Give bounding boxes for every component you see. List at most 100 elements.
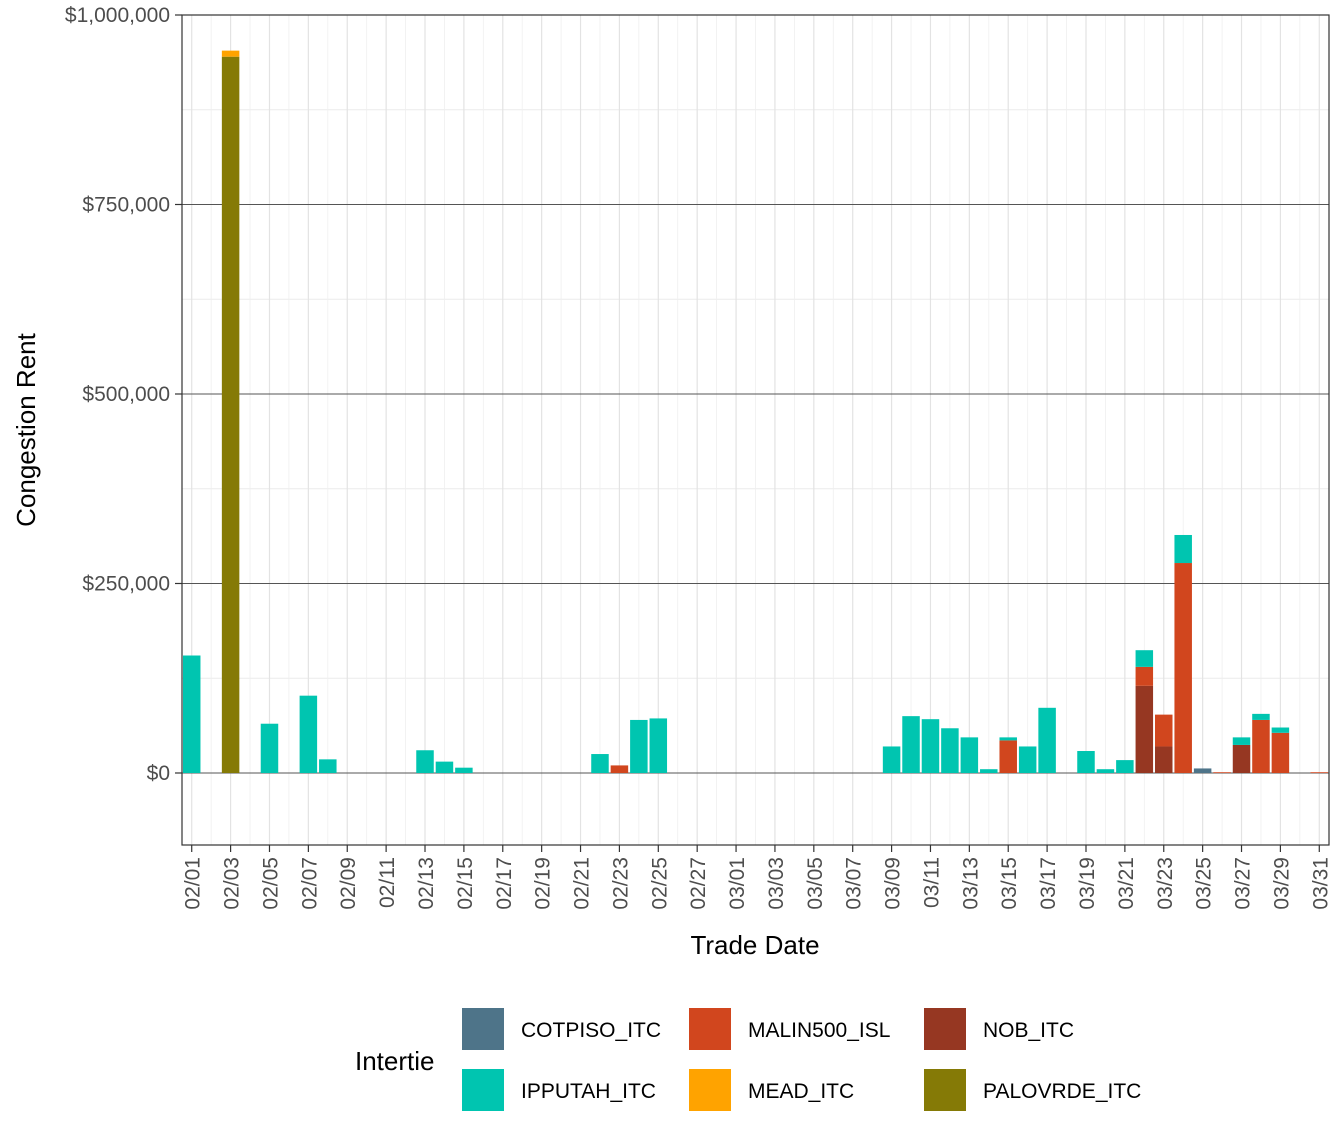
bar-malin500-isl-03-28 (1252, 719, 1270, 773)
legend: Intertie COTPISO_ITC IPPUTAH_ITC MALIN500_… (355, 1008, 1141, 1111)
x-tick-label: 02/21 (571, 857, 594, 910)
legend-key-ipputah-itc (462, 1069, 504, 1111)
x-tick-label: 02/11 (376, 857, 399, 908)
bar-malin500-isl-03-31 (1310, 772, 1329, 774)
bar-ipputah-itc-02-22 (591, 754, 609, 773)
legend-label: NOB_ITC (983, 1019, 1074, 1042)
bar-ipputah-itc-02-05 (260, 723, 279, 773)
legend-label: MALIN500_ISL (748, 1019, 890, 1042)
y-axis-title: Congestion Rent (11, 332, 41, 526)
bar-mead-itc-02-03 (221, 50, 240, 57)
x-tick-label: 02/25 (648, 857, 671, 910)
bar-ipputah-itc-03-11 (921, 719, 940, 773)
x-tick-label: 03/13 (959, 857, 982, 910)
x-tick-label: 03/17 (1037, 857, 1060, 910)
legend-title: Intertie (355, 1046, 435, 1076)
legend-key-cotpiso-itc (462, 1008, 504, 1050)
x-tick-label: 03/01 (726, 857, 749, 910)
y-tick-label: $250,000 (82, 572, 170, 595)
legend-key-malin500-isl (689, 1008, 731, 1050)
x-tick-label: 03/31 (1309, 857, 1332, 910)
bar-ipputah-itc-03-29 (1271, 727, 1290, 733)
bar-ipputah-itc-02-15 (455, 767, 473, 773)
x-axis-title: Trade Date (690, 930, 819, 960)
bar-ipputah-itc-03-14 (980, 769, 998, 773)
legend-label: MEAD_ITC (748, 1080, 854, 1103)
y-tick-label: $0 (147, 762, 170, 785)
x-tick-label: 02/09 (337, 857, 360, 910)
bar-ipputah-itc-03-28 (1252, 713, 1270, 720)
bar-ipputah-itc-03-09 (882, 746, 901, 773)
bar-ipputah-itc-02-01 (182, 655, 201, 773)
x-tick-label: 03/11 (920, 857, 943, 908)
x-tick-label: 02/01 (182, 857, 205, 910)
bar-malin500-isl-03-29 (1271, 732, 1290, 773)
x-tick-label: 03/27 (1232, 857, 1255, 910)
bar-nob-itc-03-27 (1232, 744, 1251, 773)
x-axis: 02/01 02/03 02/05 02/07 02/09 02/11 02/13 02/15… (182, 845, 1332, 910)
x-tick-label: 03/03 (765, 857, 788, 910)
x-tick-label: 02/13 (415, 857, 438, 910)
bar-palovrde-itc-02-03 (221, 56, 240, 773)
x-tick-label: 02/05 (259, 857, 282, 910)
bar-ipputah-itc-03-22 (1135, 650, 1154, 667)
bar-malin500-isl-03-22 (1135, 666, 1154, 686)
bar-cotpiso-itc-03-25 (1193, 768, 1212, 773)
bars-layer (182, 50, 1329, 774)
bar-ipputah-itc-02-24 (630, 719, 648, 773)
legend-key-mead-itc (689, 1069, 731, 1111)
x-tick-label: 03/05 (804, 857, 827, 910)
bar-ipputah-itc-02-25 (649, 718, 668, 773)
bar-ipputah-itc-02-07 (299, 695, 318, 773)
bar-ipputah-itc-03-24 (1174, 534, 1192, 564)
bar-ipputah-itc-02-14 (435, 761, 454, 773)
x-tick-label: 03/09 (882, 857, 905, 910)
bar-malin500-isl-03-23 (1155, 714, 1173, 747)
legend-label: COTPISO_ITC (521, 1019, 661, 1042)
bar-ipputah-itc-03-13 (960, 737, 979, 773)
bar-malin500-isl-03-15 (999, 740, 1017, 773)
x-tick-label: 02/27 (687, 857, 710, 910)
x-tick-label: 03/07 (843, 857, 866, 910)
bar-malin500-isl-03-24 (1174, 563, 1192, 773)
bar-ipputah-itc-03-10 (902, 716, 920, 773)
legend-label: PALOVRDE_ITC (983, 1080, 1141, 1103)
x-tick-label: 02/23 (609, 857, 632, 910)
bar-ipputah-itc-03-19 (1077, 751, 1095, 773)
y-axis: $0 $250,000 $500,000 $750,000 $1,000,000 (65, 4, 182, 785)
x-tick-label: 03/15 (998, 857, 1021, 910)
panel-border (181, 14, 1330, 846)
x-tick-label: 02/17 (493, 857, 516, 910)
x-tick-label: 03/21 (1115, 857, 1138, 910)
bar-ipputah-itc-02-13 (416, 750, 434, 773)
x-tick-label: 02/19 (532, 857, 555, 910)
legend-key-nob-itc (924, 1008, 966, 1050)
bar-ipputah-itc-03-20 (1096, 769, 1115, 773)
plot-frame (181, 14, 1330, 846)
bar-nob-itc-03-23 (1155, 746, 1173, 773)
bar-ipputah-itc-03-16 (1018, 746, 1037, 773)
bar-ipputah-itc-03-27 (1232, 737, 1251, 745)
legend-label: IPPUTAH_ITC (521, 1080, 656, 1103)
bar-malin500-isl-02-23 (610, 765, 629, 773)
bar-malin500-isl-03-26 (1213, 772, 1231, 774)
bar-ipputah-itc-02-08 (319, 759, 337, 773)
bar-ipputah-itc-03-15 (999, 737, 1017, 741)
bar-ipputah-itc-03-17 (1038, 707, 1056, 773)
x-tick-label: 03/23 (1154, 857, 1177, 910)
y-tick-label: $750,000 (82, 193, 170, 216)
y-tick-label: $500,000 (82, 383, 170, 406)
x-tick-label: 02/03 (221, 857, 244, 910)
legend-key-palovrde-itc (924, 1069, 966, 1111)
x-tick-label: 03/25 (1193, 857, 1216, 910)
x-tick-label: 03/19 (1076, 857, 1099, 910)
bar-ipputah-itc-03-12 (941, 728, 959, 773)
y-tick-label: $1,000,000 (65, 4, 170, 27)
bar-nob-itc-03-22 (1135, 685, 1154, 773)
x-tick-label: 02/07 (298, 857, 321, 910)
x-tick-label: 02/15 (454, 857, 477, 910)
bar-ipputah-itc-03-21 (1116, 760, 1134, 773)
x-tick-label: 03/29 (1270, 857, 1293, 910)
